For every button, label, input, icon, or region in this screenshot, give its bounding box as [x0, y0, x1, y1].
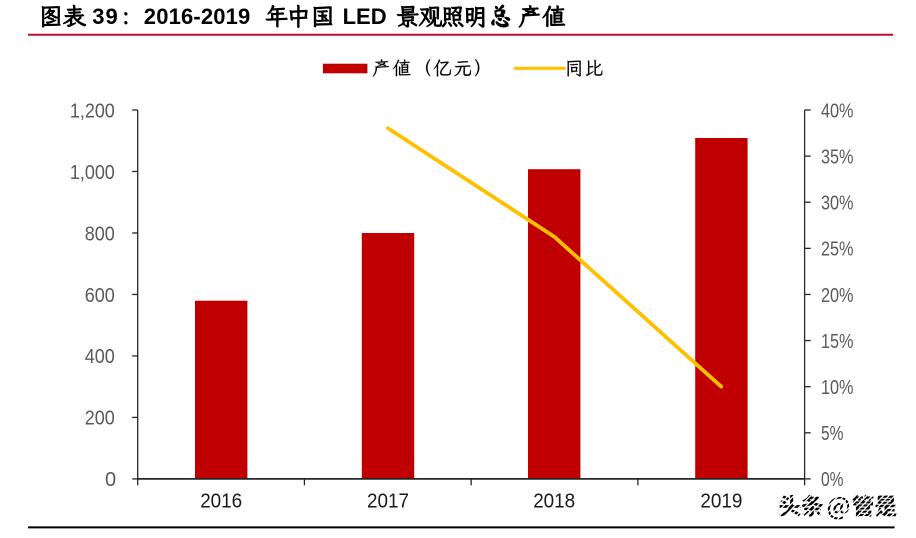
svg-text:15%: 15%: [821, 331, 854, 353]
svg-text:600: 600: [85, 285, 115, 307]
svg-text:200: 200: [85, 408, 115, 430]
svg-text:2017: 2017: [367, 490, 409, 512]
svg-text:40%: 40%: [821, 100, 854, 122]
svg-text:25%: 25%: [821, 239, 854, 261]
svg-text:400: 400: [85, 346, 115, 368]
svg-text:1,200: 1,200: [70, 100, 115, 122]
svg-text:800: 800: [85, 223, 115, 245]
svg-text:1,000: 1,000: [70, 162, 115, 184]
svg-text:10%: 10%: [821, 377, 854, 399]
svg-text:35%: 35%: [821, 146, 854, 168]
svg-text:2018: 2018: [533, 490, 575, 512]
svg-text:LED: LED: [343, 4, 387, 29]
svg-text:2016-2019: 2016-2019: [144, 4, 251, 29]
svg-text:2016: 2016: [200, 490, 242, 512]
svg-text:0: 0: [105, 469, 116, 491]
svg-text:39: 39: [92, 4, 118, 29]
svg-text:20%: 20%: [821, 285, 854, 307]
svg-text:30%: 30%: [821, 193, 854, 215]
svg-text:2019: 2019: [700, 490, 742, 512]
svg-text:0%: 0%: [821, 469, 844, 491]
svg-text:5%: 5%: [821, 423, 844, 445]
